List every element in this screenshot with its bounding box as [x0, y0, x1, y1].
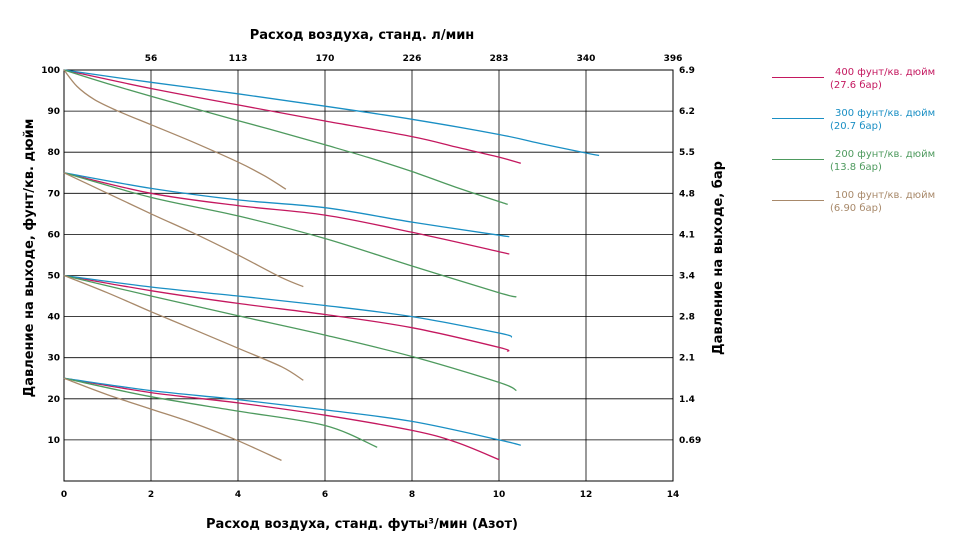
top-tick-label: 396 — [664, 54, 683, 64]
legend-label: 100 фунт/кв. дюйм (6.90 бар) — [830, 189, 935, 215]
top-tick-label: 56 — [145, 54, 158, 64]
legend-label-bar: (27.6 бар) — [830, 80, 882, 91]
right-axis-title: Давление на выходе, бар — [711, 161, 726, 355]
grid-layer — [63, 69, 674, 482]
y-tick-label: 80 — [47, 148, 60, 158]
series-line-p200-100 — [63, 69, 508, 206]
x-tick-label: 4 — [235, 490, 241, 500]
legend-label-bar: (6.90 бар) — [830, 203, 882, 214]
y-tick-label: 60 — [47, 230, 60, 240]
x-tick-label: 2 — [148, 490, 154, 500]
legend-item-p400: 400 фунт/кв. дюйм (27.6 бар) — [772, 66, 957, 107]
top-tick-label: 226 — [403, 54, 422, 64]
legend-swatch — [772, 77, 824, 78]
legend-item-p200: 200 фунт/кв. дюйм (13.8 бар) — [772, 148, 957, 189]
right-tick-label: 2.1 — [679, 354, 695, 364]
right-tick-label: 1.4 — [679, 395, 695, 405]
right-tick-label: 0.69 — [679, 436, 701, 446]
x-tick-label: 8 — [409, 490, 415, 500]
series-line-p300-25 — [63, 377, 521, 446]
right-tick-label: 6.2 — [679, 107, 695, 117]
series-line-p300-100 — [63, 69, 600, 157]
legend-item-p300: 300 фунт/кв. дюйм (20.7 бар) — [772, 107, 957, 148]
series-line-p400-100 — [63, 69, 521, 164]
series-line-p300-50 — [63, 274, 513, 338]
right-tick-label: 5.5 — [679, 148, 695, 158]
y-tick-label: 30 — [47, 354, 60, 364]
legend-swatch — [772, 118, 824, 119]
legend-label: 200 фунт/кв. дюйм (13.8 бар) — [830, 148, 935, 174]
tick-layer: 0 2 4 6 8 10 12 14 10 20 30 40 50 60 70 80 90 100 56 113 170… — [41, 54, 701, 500]
series-line-p300-75 — [63, 172, 510, 238]
legend-label-pressure: 400 фунт/кв. дюйм — [835, 67, 936, 78]
series-line-p400-50 — [63, 274, 510, 353]
right-tick-label: 6.9 — [679, 66, 695, 76]
bottom-axis-title: Расход воздуха, станд. футы³/мин (Азот) — [206, 517, 518, 532]
legend-label-pressure: 200 фунт/кв. дюйм — [835, 149, 936, 160]
right-tick-label: 3.4 — [679, 272, 695, 282]
y-tick-label: 100 — [41, 66, 60, 76]
chart-legend: 400 фунт/кв. дюйм (27.6 бар) 300 фунт/кв. … — [772, 66, 957, 230]
top-tick-label: 113 — [229, 54, 248, 64]
series-layer — [63, 69, 600, 461]
series-line-p400-25 — [63, 377, 500, 461]
right-tick-label: 4.8 — [679, 189, 695, 199]
series-line-p100-100 — [63, 69, 287, 190]
y-tick-label: 40 — [47, 313, 60, 323]
series-line-p200-50 — [63, 274, 517, 392]
series-line-p100-50 — [63, 274, 304, 381]
legend-swatch — [772, 159, 824, 160]
legend-label: 300 фунт/кв. дюйм (20.7 бар) — [830, 107, 935, 133]
top-tick-label: 283 — [490, 54, 509, 64]
series-line-p200-25 — [63, 377, 378, 448]
top-axis-title: Расход воздуха, станд. л/мин — [250, 28, 475, 43]
x-tick-label: 14 — [667, 490, 680, 500]
x-tick-label: 12 — [580, 490, 593, 500]
series-line-p100-75 — [63, 172, 304, 288]
x-tick-label: 6 — [322, 490, 328, 500]
legend-label-pressure: 100 фунт/кв. дюйм — [835, 190, 936, 201]
y-tick-label: 50 — [47, 272, 60, 282]
y-tick-label: 10 — [47, 436, 60, 446]
y-tick-label: 20 — [47, 395, 60, 405]
x-tick-label: 10 — [493, 490, 506, 500]
legend-item-p100: 100 фунт/кв. дюйм (6.90 бар) — [772, 189, 957, 230]
legend-label-bar: (13.8 бар) — [830, 162, 882, 173]
top-tick-label: 170 — [316, 54, 335, 64]
series-line-p400-75 — [63, 172, 510, 255]
legend-label-pressure: 300 фунт/кв. дюйм — [835, 108, 936, 119]
legend-label-bar: (20.7 бар) — [830, 121, 882, 132]
right-tick-label: 4.1 — [679, 230, 695, 240]
right-tick-label: 2.8 — [679, 313, 695, 323]
top-tick-label: 340 — [577, 54, 596, 64]
y-tick-label: 70 — [47, 189, 60, 199]
left-axis-title: Давление на выходе, фунт/кв. дюйм — [22, 119, 37, 398]
x-tick-label: 0 — [61, 490, 67, 500]
legend-swatch — [772, 200, 824, 201]
y-tick-label: 90 — [47, 107, 60, 117]
series-line-p100-25 — [63, 377, 282, 461]
legend-label: 400 фунт/кв. дюйм (27.6 бар) — [830, 66, 935, 92]
series-line-p200-75 — [63, 172, 517, 298]
